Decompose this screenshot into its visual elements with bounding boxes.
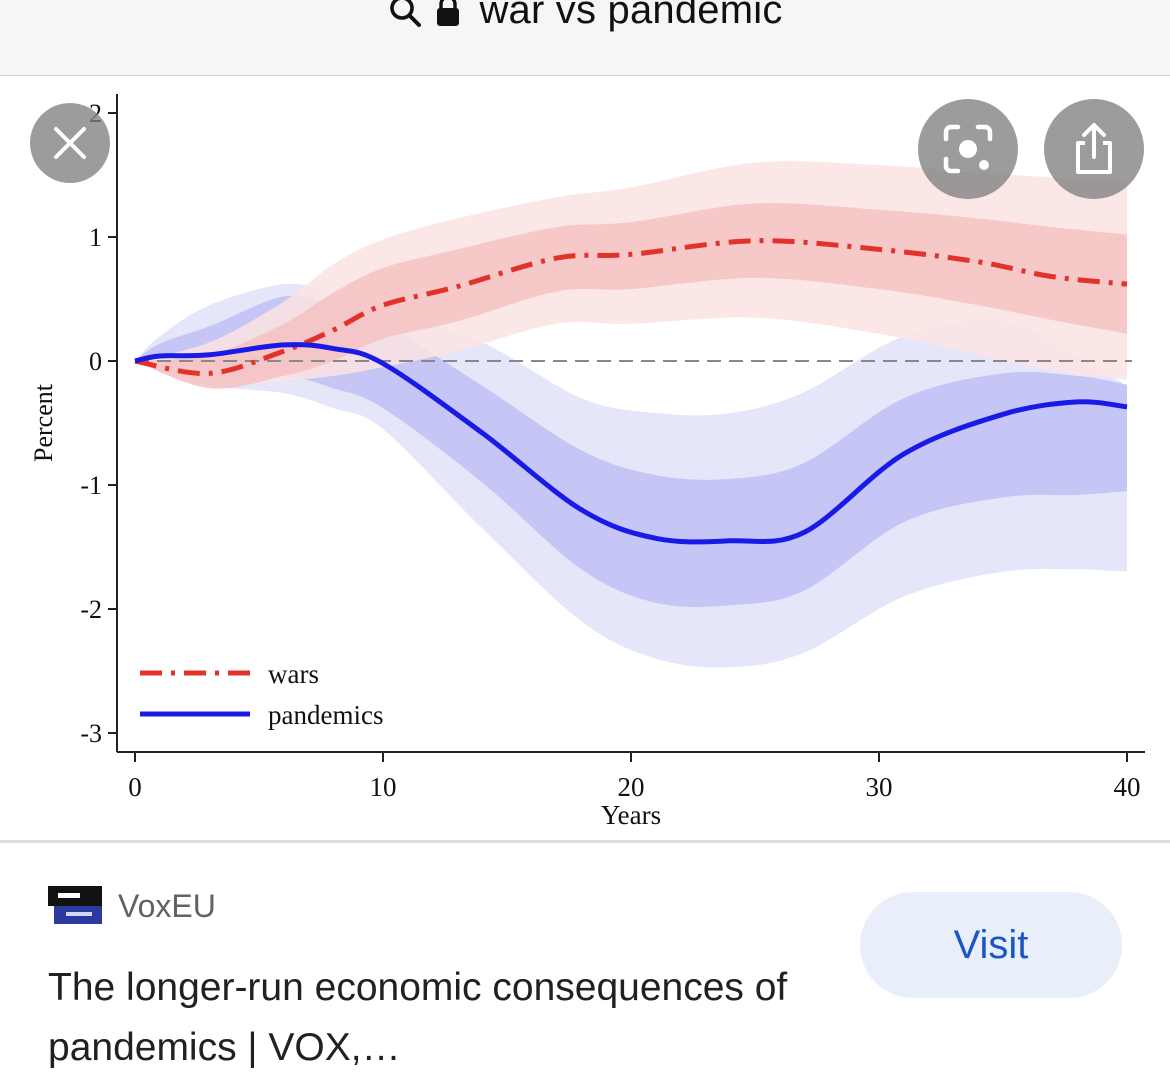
x-axis-label: Years	[601, 800, 661, 830]
y-tick-label: -2	[80, 595, 102, 624]
confidence-bands	[135, 161, 1127, 668]
divider	[0, 840, 1170, 843]
result-title[interactable]: The longer-run economic consequences of …	[48, 966, 788, 1069]
address-bar[interactable]: war vs pandemic	[0, 0, 1170, 33]
y-tick-label: -1	[80, 471, 102, 500]
share-icon	[1076, 123, 1112, 174]
share-button[interactable]	[1044, 99, 1144, 199]
y-axis-label: Percent	[29, 383, 58, 462]
legend-label-wars: wars	[268, 659, 319, 689]
visit-button[interactable]: Visit	[860, 892, 1122, 998]
voxeu-favicon	[48, 886, 102, 924]
x-tick-label: 40	[1114, 772, 1141, 802]
visual-search-icon	[943, 124, 993, 174]
source-name: VoxEU	[118, 887, 216, 924]
browser-top-bar: war vs pandemic	[0, 0, 1170, 76]
pandemics-inner-band	[135, 295, 1127, 608]
search-icon	[387, 0, 423, 29]
visual-search-button[interactable]	[918, 99, 1018, 199]
x-tick-label: 30	[866, 772, 893, 802]
lock-icon	[433, 0, 469, 29]
result-source[interactable]: VoxEU	[48, 886, 216, 926]
y-tick-label: 0	[89, 347, 102, 376]
x-tick-label: 20	[618, 772, 645, 802]
x-tick-label: 0	[128, 772, 142, 802]
pandemics-line	[134, 342, 1128, 545]
chart-legend: wars pandemics	[140, 659, 383, 730]
x-tick-label: 10	[370, 772, 397, 802]
series-lines	[134, 238, 1128, 545]
legend-label-pandemics: pandemics	[268, 700, 383, 730]
y-tick-label: 1	[89, 223, 102, 252]
close-button[interactable]	[30, 103, 110, 183]
y-tick-label: -3	[80, 719, 102, 748]
search-query-text: war vs pandemic	[479, 0, 783, 32]
close-icon	[54, 127, 86, 159]
